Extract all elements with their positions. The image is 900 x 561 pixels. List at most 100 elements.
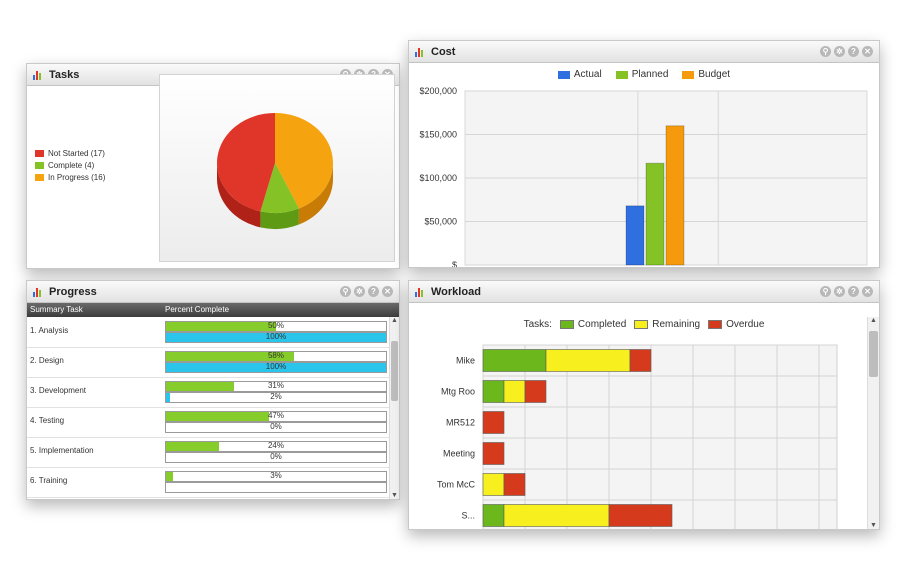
legend-item-complete: Complete (4) <box>35 161 105 170</box>
bar-overdue[interactable] <box>482 411 505 434</box>
search-icon[interactable]: ⚲ <box>820 46 831 57</box>
y-tick-label: $ <box>452 260 457 267</box>
percent-fill <box>166 382 235 391</box>
legend-label: In Progress (16) <box>48 173 106 182</box>
scroll-down-arrow[interactable]: ▼ <box>870 522 877 529</box>
pie-slice[interactable] <box>275 113 333 209</box>
bar-budget[interactable] <box>665 125 685 266</box>
bar-overdue[interactable] <box>629 349 652 372</box>
scroll-thumb[interactable] <box>391 341 398 401</box>
progress-table-body: 1. Analysis 50% 100% 2. Design 58% 100% 3. Dev… <box>27 317 399 499</box>
bar-remaining[interactable] <box>503 380 526 403</box>
bar-planned[interactable] <box>645 162 665 266</box>
legend-label: Completed <box>577 319 627 330</box>
bar-overdue[interactable] <box>608 504 673 527</box>
percent-fill <box>166 352 294 361</box>
legend-title: Tasks: <box>523 319 552 330</box>
percent-label: 2% <box>270 392 282 401</box>
progress-row[interactable]: 5. Implementation 24% 0% <box>27 437 389 468</box>
percent-bar-primary: 58% <box>165 351 387 362</box>
percent-label: 3% <box>270 471 282 480</box>
scroll-thumb[interactable] <box>869 331 878 377</box>
y-tick-label: $100,000 <box>419 173 457 183</box>
panel-title: Workload <box>431 285 481 298</box>
progress-row[interactable]: 4. Testing 47% 0% <box>27 407 389 438</box>
pie-slice[interactable] <box>217 113 275 212</box>
bar-remaining[interactable] <box>482 473 505 496</box>
help-icon[interactable]: ? <box>368 286 379 297</box>
window-controls: ⚲✲?✕ <box>820 286 873 297</box>
progress-row[interactable]: 3. Development 31% 2% <box>27 377 389 408</box>
window-controls: ⚲✲?✕ <box>340 286 393 297</box>
bar-completed[interactable] <box>482 380 505 403</box>
gear-icon[interactable]: ✲ <box>834 286 845 297</box>
cost-bar-chart: $200,000$150,000$100,000$50,000$Sample <box>419 86 868 267</box>
panel-title: Progress <box>49 285 97 298</box>
category-label: S... <box>461 511 475 521</box>
cost-body: Actual Planned Budget $200,000 $150,000 $1… <box>409 63 879 267</box>
progress-row[interactable]: 1. Analysis 50% 100% <box>27 317 389 348</box>
percent-label: 58% <box>267 351 284 360</box>
scroll-up-arrow[interactable]: ▲ <box>870 317 877 324</box>
percent-bar-secondary: 100% <box>165 362 387 373</box>
y-tick-label: $150,000 <box>419 130 457 140</box>
help-icon[interactable]: ? <box>848 286 859 297</box>
close-icon[interactable]: ✕ <box>382 286 393 297</box>
cost-panel: Cost ⚲ ✲? ✕ Actual Planned Budget $200,000… <box>408 40 880 268</box>
percent-bar-primary: 47% <box>165 411 387 422</box>
workload-scrollbar[interactable]: ▲ ▼ <box>867 317 879 529</box>
percent-label: 24% <box>267 441 284 450</box>
summary-task-name: 2. Design <box>30 356 64 365</box>
bar-remaining[interactable] <box>545 349 631 372</box>
bar-actual[interactable] <box>625 205 645 266</box>
gear-icon[interactable]: ✲ <box>834 46 845 57</box>
bar-completed[interactable] <box>482 349 547 372</box>
percent-label: 100% <box>265 362 287 371</box>
workload-panel: Workload ⚲ ✲? ✕ Tasks: Completed Remaining… <box>408 280 880 530</box>
chart-icon <box>33 287 43 297</box>
percent-bar-primary: 50% <box>165 321 387 332</box>
cost-titlebar: Cost ⚲ ✲? ✕ <box>409 41 879 63</box>
bar-overdue[interactable] <box>524 380 547 403</box>
legend-item-overdue: Overdue <box>708 319 764 330</box>
summary-task-name: 5. Implementation <box>30 446 94 455</box>
help-icon[interactable]: ? <box>848 46 859 57</box>
percent-label: 50% <box>267 321 284 330</box>
progress-titlebar: Progress ⚲ ✲? ✕ <box>27 281 399 303</box>
legend-label: Overdue <box>726 319 765 330</box>
legend-item-remaining: Remaining <box>634 319 700 330</box>
percent-label: 0% <box>270 422 282 431</box>
progress-row[interactable]: 2. Design 58% 100% <box>27 347 389 378</box>
workload-titlebar: Workload ⚲ ✲? ✕ <box>409 281 879 303</box>
pie-slice[interactable] <box>260 163 299 213</box>
close-icon[interactable]: ✕ <box>862 286 873 297</box>
legend-item-in-progress: In Progress (16) <box>35 173 105 182</box>
scroll-down-arrow[interactable]: ▼ <box>391 492 398 499</box>
legend-label: Complete (4) <box>48 161 95 170</box>
gear-icon[interactable]: ✲ <box>354 286 365 297</box>
tasks-legend: Not Started (17) Complete (4) In Progres… <box>35 149 105 185</box>
panel-title: Cost <box>431 45 456 58</box>
close-icon[interactable]: ✕ <box>862 46 873 57</box>
plot-area <box>482 344 838 529</box>
legend-swatch <box>35 162 44 169</box>
progress-row[interactable]: 6. Training 3% <box>27 467 389 498</box>
search-icon[interactable]: ⚲ <box>340 286 351 297</box>
percent-bar-primary: 24% <box>165 441 387 452</box>
scroll-up-arrow[interactable]: ▲ <box>391 317 398 324</box>
legend-label: Actual <box>573 69 602 80</box>
search-icon[interactable]: ⚲ <box>820 286 831 297</box>
tasks-panel: Tasks ⚲✲?✕ Not Started (17) Complete (4)… <box>26 63 400 269</box>
bar-remaining[interactable] <box>503 504 610 527</box>
percent-label: 100% <box>265 332 287 341</box>
col-header-percent[interactable]: Percent Complete <box>165 305 230 314</box>
progress-scrollbar[interactable]: ▲ ▼ <box>389 317 399 499</box>
chart-icon <box>415 47 425 57</box>
percent-fill <box>166 393 171 402</box>
bar-overdue[interactable] <box>482 442 505 465</box>
percent-fill <box>166 333 386 342</box>
bar-overdue[interactable] <box>503 473 526 496</box>
col-header-task[interactable]: Summary Task <box>30 305 83 314</box>
bar-completed[interactable] <box>482 504 505 527</box>
percent-fill <box>166 322 276 331</box>
